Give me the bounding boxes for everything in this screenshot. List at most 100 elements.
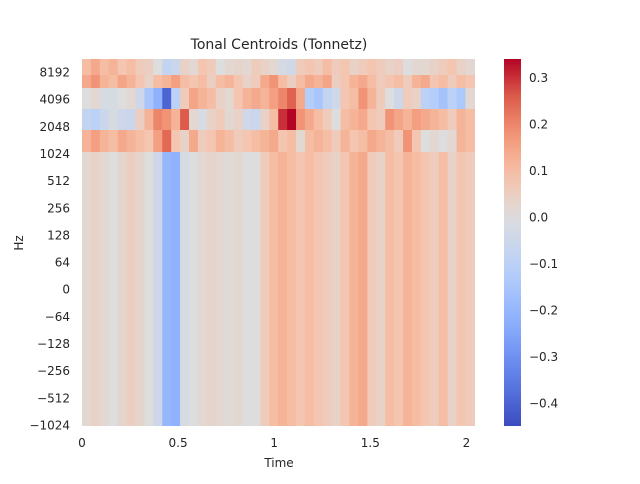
heatmap-cell bbox=[117, 88, 128, 109]
heatmap-cell bbox=[180, 59, 190, 75]
heatmap-cell bbox=[108, 130, 119, 152]
heatmap-cell bbox=[224, 130, 235, 152]
heatmap-cell bbox=[403, 88, 413, 109]
heatmap-cell bbox=[269, 130, 279, 152]
heatmap-cell bbox=[99, 88, 110, 109]
heatmap-cell bbox=[447, 109, 458, 130]
heatmap-cell bbox=[189, 130, 199, 152]
heatmap-cell bbox=[117, 109, 128, 130]
heatmap-cell bbox=[358, 75, 368, 88]
heatmap-cell bbox=[108, 152, 119, 426]
x-tick-label: 1 bbox=[270, 436, 278, 450]
heatmap-cell bbox=[171, 109, 181, 130]
heatmap-cell bbox=[358, 109, 368, 130]
heatmap-cell bbox=[420, 88, 431, 109]
heatmap-cell bbox=[465, 109, 475, 130]
heatmap-cell bbox=[180, 109, 190, 130]
heatmap-cell bbox=[108, 59, 119, 75]
heatmap-cell bbox=[385, 152, 395, 426]
heatmap-cell bbox=[135, 152, 146, 426]
heatmap-cell bbox=[144, 59, 154, 75]
heatmap-cell bbox=[144, 88, 154, 109]
y-tick-label: 128 bbox=[47, 228, 70, 242]
heatmap-cell bbox=[251, 59, 261, 75]
heatmap-cell bbox=[189, 109, 199, 130]
heatmap-cell bbox=[358, 152, 368, 426]
heatmap-cell bbox=[296, 109, 306, 130]
heatmap-cell bbox=[260, 130, 270, 152]
y-tick-label: 0 bbox=[62, 283, 70, 297]
heatmap-cell bbox=[197, 152, 208, 426]
heatmap-cell bbox=[340, 88, 351, 109]
heatmap-cell bbox=[135, 88, 146, 109]
heatmap-cell bbox=[215, 109, 226, 130]
heatmap-cell bbox=[385, 59, 395, 75]
heatmap-cell bbox=[108, 109, 119, 130]
heatmap-cell bbox=[403, 75, 413, 88]
heatmap-cell bbox=[153, 152, 163, 426]
heatmap-cell bbox=[304, 59, 315, 75]
heatmap-cell bbox=[224, 75, 235, 88]
heatmap-cell bbox=[331, 109, 342, 130]
colorbar-tick-label: 0.1 bbox=[529, 164, 548, 178]
heatmap-cell bbox=[215, 88, 226, 109]
heatmap-cell bbox=[340, 59, 351, 75]
heatmap-cell bbox=[349, 59, 360, 75]
heatmap-cell bbox=[233, 152, 244, 426]
heatmap-cell bbox=[180, 75, 190, 88]
heatmap-cell bbox=[162, 130, 172, 152]
y-tick-label: −512 bbox=[37, 391, 70, 405]
heatmap-cell bbox=[331, 152, 342, 426]
heatmap-cell bbox=[224, 152, 235, 426]
heatmap-cell bbox=[367, 75, 377, 88]
heatmap-cell bbox=[403, 109, 413, 130]
heatmap-cell bbox=[162, 75, 172, 88]
colorbar-tick-label: 0.3 bbox=[529, 71, 548, 85]
heatmap-cell bbox=[215, 152, 226, 426]
heatmap-cell bbox=[242, 109, 253, 130]
heatmap-cell bbox=[322, 88, 333, 109]
heatmap-cell bbox=[394, 109, 404, 130]
heatmap-cell bbox=[233, 109, 244, 130]
heatmap-cell bbox=[260, 109, 270, 130]
heatmap-cell bbox=[224, 109, 235, 130]
heatmap-cell bbox=[456, 75, 467, 88]
heatmap-cell bbox=[278, 59, 288, 75]
heatmap-cell bbox=[269, 152, 279, 426]
heatmap-cell bbox=[394, 75, 404, 88]
heatmap-cell bbox=[162, 88, 172, 109]
heatmap-cell bbox=[358, 88, 368, 109]
heatmap-cell bbox=[296, 59, 306, 75]
heatmap-cell bbox=[242, 75, 253, 88]
heatmap-cell bbox=[162, 59, 172, 75]
heatmap-cell bbox=[215, 59, 226, 75]
heatmap-cell bbox=[278, 130, 288, 152]
heatmap-cell bbox=[349, 152, 360, 426]
y-tick-label: −256 bbox=[37, 364, 70, 378]
heatmap-cell bbox=[296, 130, 306, 152]
heatmap-cell bbox=[153, 109, 163, 130]
heatmap-cell bbox=[438, 152, 449, 426]
heatmap-cell bbox=[269, 109, 279, 130]
heatmap-cell bbox=[82, 152, 92, 426]
heatmap-cell bbox=[394, 130, 404, 152]
heatmap-cell bbox=[331, 130, 342, 152]
heatmap-cell bbox=[99, 109, 110, 130]
heatmap-cell bbox=[233, 88, 244, 109]
heatmap-cell bbox=[367, 88, 377, 109]
y-tick-label: 512 bbox=[47, 174, 70, 188]
heatmap-cell bbox=[349, 75, 360, 88]
heatmap-cell bbox=[251, 130, 261, 152]
heatmap-cell bbox=[438, 88, 449, 109]
heatmap-cell bbox=[304, 109, 315, 130]
heatmap-cell bbox=[90, 88, 101, 109]
x-tick-label: 1.5 bbox=[361, 436, 380, 450]
heatmap-cell bbox=[171, 130, 181, 152]
heatmap-cell bbox=[269, 59, 279, 75]
heatmap-cell bbox=[180, 88, 190, 109]
heatmap-cell bbox=[260, 152, 270, 426]
heatmap-cell bbox=[429, 88, 440, 109]
y-axis-label: Hz bbox=[12, 235, 26, 250]
heatmap-cell bbox=[144, 75, 154, 88]
heatmap-cell bbox=[251, 152, 261, 426]
